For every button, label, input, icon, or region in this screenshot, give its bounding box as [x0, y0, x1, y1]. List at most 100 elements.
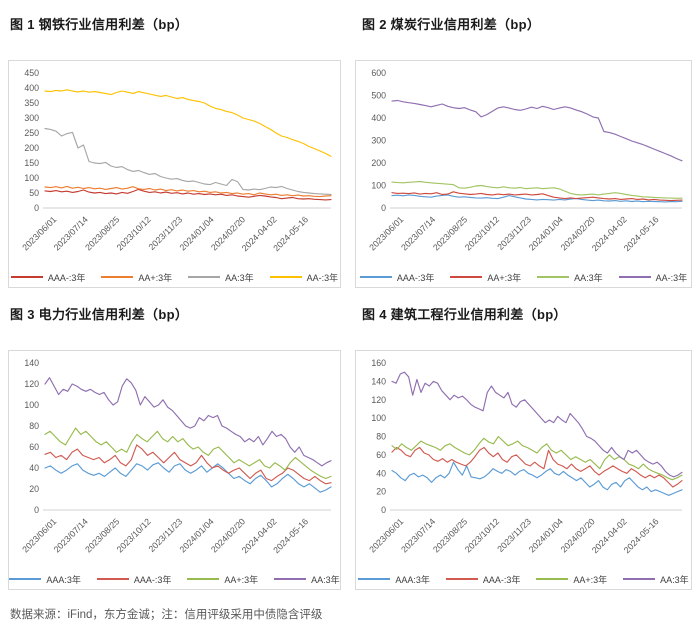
y-axis-tick-label: 400 [24, 83, 39, 93]
legend-line-swatch [101, 276, 134, 278]
series-line [44, 377, 332, 467]
chart-canvas: 0501001502002503003504004502023/06/01202… [20, 68, 332, 253]
legend-line-swatch [358, 578, 391, 580]
legend-item: AA+:3年 [101, 271, 172, 284]
y-axis-tick-label: 140 [371, 376, 386, 386]
legend-line-swatch [359, 276, 392, 278]
legend-line-swatch [269, 276, 302, 278]
y-axis-tick-label: 100 [371, 181, 386, 191]
legend-label: AAA:3年 [46, 574, 81, 585]
legend-label: AA-:3年 [655, 272, 688, 283]
figure-2-chart-panel: 0 100 200 300 400 500 600 2023/06/01 2023/07/14 2… [355, 60, 692, 288]
figure-3-title: 图 3 电力行业信用利差（bp） [10, 307, 189, 322]
series-line [44, 444, 332, 485]
y-axis-tick-label: 100 [371, 413, 386, 423]
chart-canvas: 0204060801001201401602023/06/012023/07/1… [367, 358, 683, 555]
series-line [391, 180, 683, 199]
legend-label: AA+:3年 [224, 574, 259, 585]
legend-item: AA-:3年 [269, 271, 339, 284]
legend-line-swatch [450, 276, 483, 278]
y-axis-tick-label: 500 [371, 91, 386, 101]
y-axis-tick-label: 200 [24, 143, 39, 153]
x-axis-tick-label: 2023/10/12 [463, 516, 501, 554]
legend-label: AA:3年 [311, 574, 340, 585]
legend-label: AA+:3年 [487, 272, 522, 283]
legend-label: AA+:3年 [138, 272, 173, 283]
y-axis-tick-label: 350 [24, 98, 39, 108]
y-axis-tick-label: 140 [24, 358, 39, 368]
chart-legend: AAA:3年 AAA-:3年 AA+:3年 AA:3年 [356, 564, 691, 594]
legend-label: AAA-:3年 [396, 272, 435, 283]
y-axis-tick-label: 40 [29, 463, 39, 473]
y-axis-tick-label: 300 [24, 113, 39, 123]
legend-item: AAA:3年 [358, 573, 430, 586]
legend-item: AA:3年 [188, 271, 254, 284]
legend-line-swatch [10, 276, 43, 278]
chart-canvas: 0204060801001201402023/06/012023/07/1420… [20, 358, 332, 555]
y-axis-tick-label: 100 [24, 173, 39, 183]
legend-item: AAA-:3年 [445, 573, 521, 586]
legend-line-swatch [96, 578, 129, 580]
legend-line-swatch [536, 578, 569, 580]
y-axis-tick-label: 250 [24, 128, 39, 138]
series-line [44, 188, 332, 201]
legend-label: AA:3年 [574, 272, 603, 283]
legend-item: AA:3年 [537, 271, 603, 284]
y-axis-tick-label: 20 [29, 484, 39, 494]
y-axis-tick-label: 0 [34, 505, 39, 515]
data-source-note: 数据来源：iFind，东方金诚；注：信用评级采用中债隐含评级 [10, 609, 323, 621]
legend-item: AA+:3年 [187, 573, 258, 586]
legend-line-swatch [187, 578, 220, 580]
series-line [44, 427, 332, 480]
legend-line-swatch [188, 276, 221, 278]
y-axis-tick-label: 0 [381, 505, 386, 515]
series-line [44, 185, 332, 198]
series-line [391, 446, 683, 488]
legend-label: AAA-:3年 [47, 272, 86, 283]
legend-item: AA:3年 [274, 573, 340, 586]
chart-legend: AAA-:3年 AA+:3年 AA:3年 AA-:3年 [9, 262, 340, 292]
y-axis-tick-label: 160 [371, 358, 386, 368]
series-line [391, 194, 683, 203]
legend-label: AAA-:3年 [133, 574, 172, 585]
legend-label: AA:3年 [225, 272, 254, 283]
y-axis-tick-label: 0 [381, 203, 386, 213]
legend-line-swatch [618, 276, 651, 278]
legend-label: AA:3年 [660, 574, 689, 585]
y-axis-tick-label: 120 [24, 379, 39, 389]
legend-label: AA-:3年 [306, 272, 339, 283]
figure-2-title: 图 2 煤炭行业信用利差（bp） [362, 17, 541, 32]
y-axis-tick-label: 450 [24, 68, 39, 78]
y-axis-tick-label: 0 [34, 203, 39, 213]
legend-item: AAA-:3年 [10, 271, 86, 284]
figure-1-title: 图 1 钢铁行业信用利差（bp） [10, 17, 189, 32]
y-axis-tick-label: 600 [371, 68, 386, 78]
series-line [391, 99, 683, 162]
legend-label: AAA-:3年 [482, 574, 521, 585]
series-line [44, 127, 332, 196]
legend-line-swatch [537, 276, 570, 278]
chart-legend: AAA:3年 AAA-:3年 AA+:3年 AA:3年 [9, 564, 340, 594]
y-axis-tick-label: 120 [371, 395, 386, 405]
chart-canvas: 01002003004005006002023/06/012023/07/142… [367, 68, 683, 253]
series-line [44, 89, 332, 157]
legend-item: AA:3年 [623, 573, 689, 586]
chart-legend: AAA-:3年 AA+:3年 AA:3年 AA-:3年 [356, 262, 691, 292]
figure-1-chart-panel: 0 50 100 150 200 250 300 350 400 450 2023/06/01 202… [8, 60, 341, 288]
y-axis-tick-label: 60 [29, 442, 39, 452]
series-line [391, 435, 683, 481]
legend-label: AAA:3年 [395, 574, 430, 585]
legend-item: AAA:3年 [9, 573, 81, 586]
y-axis-tick-label: 150 [24, 158, 39, 168]
y-axis-tick-label: 50 [29, 188, 39, 198]
y-axis-tick-label: 40 [376, 468, 386, 478]
series-line [391, 191, 683, 202]
y-axis-tick-label: 400 [371, 113, 386, 123]
x-axis-tick-label: 2024-05-16 [622, 214, 661, 253]
legend-item: AA-:3年 [618, 271, 688, 284]
legend-line-swatch [274, 578, 307, 580]
figure-4-chart-panel: 0 20 40 60 80 100 120 140 160 2023/06/01 2023/07/1… [355, 350, 692, 590]
y-axis-tick-label: 200 [371, 158, 386, 168]
y-axis-tick-label: 80 [376, 432, 386, 442]
legend-item: AA+:3年 [450, 271, 521, 284]
